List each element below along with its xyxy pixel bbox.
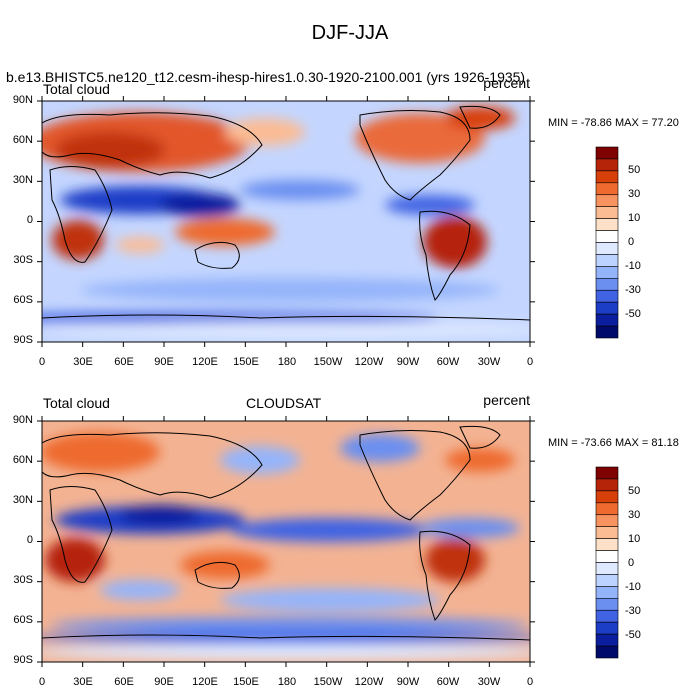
panel1-lat-label: 30S: [13, 254, 33, 266]
colorbar-swatch: [595, 633, 619, 647]
panel2-lon-label: 0: [38, 676, 46, 688]
panel2-lon-label: 60E: [114, 676, 134, 688]
colorbar-swatch: [595, 550, 619, 563]
panel1-case-label: b.e13.BHISTC5.ne120_t12.cesm-ihesp-hires…: [6, 69, 526, 85]
panel2-lon-label: 120W: [354, 676, 384, 688]
panel1-lon-label: 0: [38, 356, 46, 368]
panel1-lon-label: 90E: [154, 356, 174, 368]
panel1-units-label: percent: [483, 75, 530, 91]
panel2-lat-label: 30S: [13, 574, 33, 586]
figure-title: DJF-JJA: [311, 22, 389, 44]
panel2-variable-label: Total cloud: [43, 395, 110, 411]
colorbar-swatch: [595, 538, 619, 551]
panel2-lat-label: 90S: [13, 654, 33, 666]
panel1-lon-label: 180: [277, 356, 297, 368]
panel2-contour-field: [42, 421, 530, 662]
panel1-lon-label: 60E: [114, 356, 134, 368]
panel1-colorbar-label: 10: [628, 212, 641, 224]
panel2-colorbar-label: 30: [628, 509, 641, 521]
panel1-lon-label: 0: [526, 356, 534, 368]
colorbar-swatch: [595, 586, 619, 599]
panel1-lat-label: 90S: [13, 334, 33, 346]
colorbar-swatch: [595, 478, 619, 492]
panel1-lon-label: 90W: [396, 356, 420, 368]
panel2-source-label: CLOUDSAT: [246, 395, 322, 411]
colorbar-swatch: [595, 621, 619, 635]
panel1-colorbar-label: -30: [625, 284, 641, 296]
colorbar-swatch: [595, 598, 619, 611]
panel2-lat-label: 60S: [13, 614, 33, 626]
panel1-min-max: MIN = -78.86 MAX = 77.20: [548, 117, 679, 129]
panel2-lon-label: 60W: [436, 676, 460, 688]
panel1-contour-field: [42, 101, 530, 342]
panel1-lat-label: 90N: [12, 94, 33, 106]
colorbar-swatch: [595, 562, 619, 575]
panel1-lon-label: 150E: [233, 356, 259, 368]
panel1-lat-label: 60S: [13, 294, 33, 306]
panel1-lat-label: 0: [26, 214, 33, 226]
panel2-min-max: MIN = -73.66 MAX = 81.18: [548, 437, 679, 449]
panel2-colorbar-label: 10: [628, 533, 641, 545]
panel1-colorbar-label: 0: [628, 236, 635, 248]
panel2-lat-label: 30N: [12, 494, 33, 506]
panel2-lon-label: 90W: [396, 676, 420, 688]
panel2-lon-label: 150E: [233, 676, 259, 688]
panel2-lon-label: 90E: [154, 676, 174, 688]
panel1-lon-label: 120W: [354, 356, 384, 368]
panel1-lon-label: 30W: [477, 356, 501, 368]
colorbar-swatch: [595, 514, 619, 527]
panel2-lon-label: 180: [277, 676, 297, 688]
panel2-colorbar-label: -50: [625, 629, 641, 641]
colorbar-swatch: [595, 645, 619, 659]
panel1-colorbar-label: -50: [625, 308, 641, 320]
panel2-lon-label: 120E: [192, 676, 218, 688]
colorbar-swatch: [595, 609, 619, 623]
panel2-lat-label: 90N: [12, 414, 33, 426]
panel1-lon-label: 150W: [313, 356, 343, 368]
panel1-lon-label: 60W: [436, 356, 460, 368]
colorbar-swatch: [595, 325, 619, 339]
panel1-lon-label: 30E: [73, 356, 93, 368]
colorbar-swatch: [595, 574, 619, 587]
colorbar-swatch: [595, 502, 619, 516]
panel2-colorbar-label: -10: [625, 581, 641, 593]
panel1-lat-label: 60N: [12, 134, 33, 146]
panel2-colorbar-label: 0: [628, 557, 635, 569]
panel2-lon-label: 30W: [477, 676, 501, 688]
panel2-lon-label: 0: [526, 676, 534, 688]
panel2-colorbar-label: 50: [628, 485, 641, 497]
panel2-colorbar-label: -30: [625, 605, 641, 617]
panel2-lon-label: 30E: [73, 676, 93, 688]
panel1-colorbar-label: 50: [628, 164, 641, 176]
panel1-colorbar-label: 30: [628, 188, 641, 200]
panel2-units-label: percent: [483, 392, 530, 408]
panel1-lon-label: 120E: [192, 356, 218, 368]
colorbar-swatch: [595, 526, 619, 539]
panel1-colorbar-label: -10: [625, 260, 641, 272]
panel2-lon-label: 150W: [313, 676, 343, 688]
panel2-lat-label: 60N: [12, 454, 33, 466]
panel2-lat-label: 0: [26, 534, 33, 546]
colorbar-swatch: [595, 490, 619, 504]
panel1-variable-label: Total cloud: [43, 81, 110, 97]
colorbar-swatch: [595, 466, 619, 480]
panel1-lat-label: 30N: [12, 174, 33, 186]
